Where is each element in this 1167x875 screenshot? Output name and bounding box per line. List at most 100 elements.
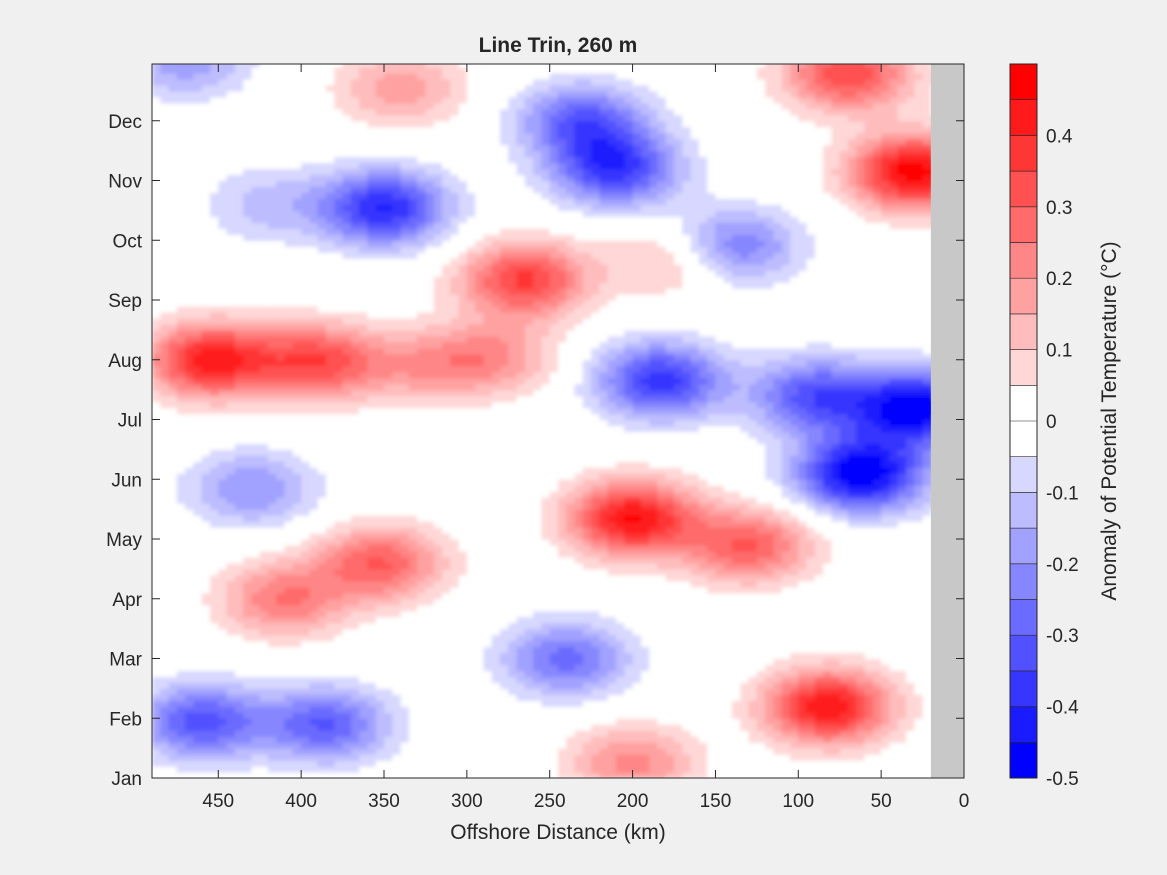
field-cell	[176, 305, 186, 313]
field-cell	[408, 676, 418, 683]
field-cell	[176, 78, 186, 86]
field-cell	[226, 550, 236, 558]
field-cell	[392, 497, 402, 504]
field-cell	[433, 706, 443, 713]
field-cell	[218, 574, 228, 582]
field-cell	[334, 706, 344, 713]
field-cell	[168, 640, 178, 648]
field-cell	[210, 509, 219, 516]
field-cell	[317, 503, 327, 510]
field-cell	[185, 521, 195, 528]
field-cell	[491, 712, 501, 719]
field-cell	[408, 742, 418, 749]
field-cell	[251, 730, 261, 737]
field-cell	[425, 574, 435, 582]
field-cell	[301, 168, 311, 176]
field-cell	[243, 742, 253, 749]
field-cell	[185, 539, 195, 546]
field-cell	[425, 246, 435, 253]
field-cell	[284, 311, 294, 319]
field-cell	[160, 533, 170, 540]
field-cell	[417, 240, 427, 247]
field-cell	[400, 580, 410, 588]
field-cell	[226, 694, 236, 701]
field-cell	[292, 425, 302, 433]
field-cell	[201, 706, 211, 713]
field-cell	[342, 772, 352, 778]
field-cell	[350, 222, 360, 229]
field-cell	[384, 90, 393, 98]
field-cell	[408, 622, 418, 630]
field-cell	[442, 282, 451, 289]
field-cell	[408, 216, 418, 223]
field-cell	[317, 252, 327, 259]
field-cell	[176, 311, 186, 319]
field-cell	[408, 389, 418, 397]
field-cell	[317, 568, 327, 576]
field-cell	[425, 610, 435, 618]
field-cell	[433, 568, 443, 576]
field-cell	[276, 407, 286, 415]
field-cell	[442, 515, 451, 522]
field-cell	[334, 622, 344, 630]
field-cell	[450, 174, 460, 182]
field-cell	[309, 264, 319, 271]
field-cell	[292, 754, 302, 761]
field-cell	[450, 652, 460, 660]
field-cell	[259, 509, 269, 516]
field-cell	[301, 407, 311, 415]
field-cell	[417, 114, 427, 122]
field-cell	[475, 162, 485, 170]
field-cell	[193, 724, 203, 731]
field-cell	[234, 682, 244, 689]
field-cell	[475, 66, 485, 74]
field-cell	[185, 634, 195, 642]
field-cell	[342, 527, 352, 534]
field-cell	[152, 222, 161, 229]
field-cell	[168, 461, 178, 468]
field-cell	[185, 198, 195, 206]
field-cell	[425, 347, 435, 355]
field-cell	[317, 66, 327, 74]
field-cell	[483, 192, 493, 200]
field-cell	[193, 72, 203, 80]
field-cell	[326, 730, 335, 737]
field-cell	[309, 503, 319, 510]
field-cell	[226, 443, 236, 450]
field-cell	[226, 616, 236, 624]
field-cell	[276, 323, 286, 331]
field-cell	[350, 598, 360, 606]
field-cell	[375, 455, 385, 462]
field-cell	[317, 622, 327, 630]
field-cell	[284, 120, 294, 128]
field-cell	[475, 658, 485, 666]
field-cell	[326, 395, 335, 403]
field-cell	[342, 126, 352, 134]
field-cell	[359, 622, 369, 630]
field-cell	[185, 646, 195, 654]
field-cell	[326, 503, 335, 510]
field-cell	[292, 329, 302, 337]
field-cell	[417, 521, 427, 528]
field-cell	[342, 652, 352, 660]
field-cell	[334, 610, 344, 618]
field-cell	[384, 694, 393, 701]
field-cell	[442, 467, 451, 474]
field-cell	[201, 90, 211, 98]
field-cell	[251, 425, 261, 433]
field-cell	[309, 270, 319, 277]
field-cell	[168, 712, 178, 719]
field-cell	[168, 341, 178, 349]
field-cell	[433, 294, 443, 301]
field-cell	[301, 449, 311, 456]
field-cell	[433, 748, 443, 755]
field-cell	[243, 114, 253, 122]
field-cell	[210, 144, 219, 152]
field-cell	[475, 616, 485, 624]
field-cell	[152, 419, 161, 427]
field-cell	[384, 66, 393, 74]
field-cell	[392, 377, 402, 385]
field-cell	[466, 497, 476, 504]
field-cell	[218, 168, 228, 176]
field-cell	[458, 294, 468, 301]
